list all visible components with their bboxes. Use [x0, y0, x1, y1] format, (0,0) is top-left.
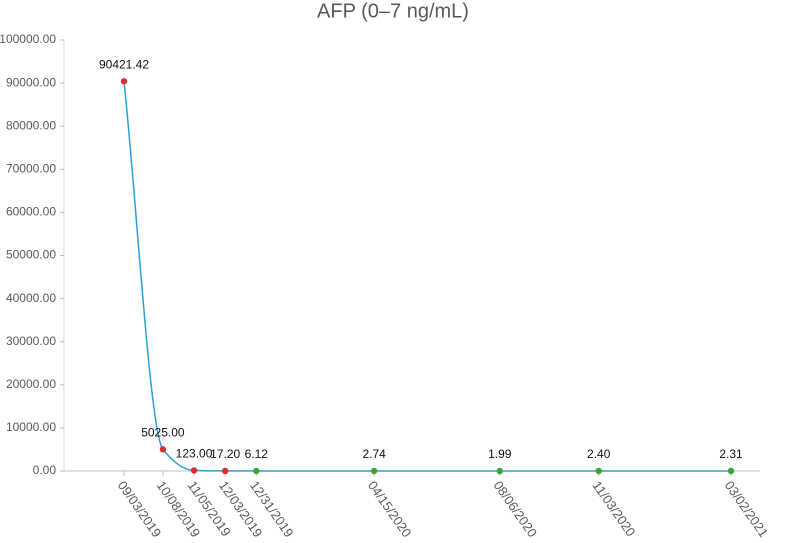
data-label: 1.99 [488, 447, 512, 461]
y-tick-label: 100000.00 [0, 32, 56, 46]
data-point [727, 467, 735, 475]
data-point [221, 467, 229, 475]
data-point [253, 467, 260, 475]
y-tick-label: 0.00 [33, 463, 57, 477]
data-point [595, 467, 602, 475]
data-label: 123.00 [176, 447, 213, 461]
data-point [159, 446, 167, 453]
y-tick-label: 30000.00 [6, 334, 56, 348]
x-tick-label: 08/06/2020 [490, 478, 540, 540]
x-tick-label: 03/02/2021 [722, 478, 772, 540]
data-label: 2.40 [587, 447, 611, 461]
y-tick-label: 60000.00 [6, 205, 56, 219]
x-tick-label: 04/15/2020 [365, 478, 415, 540]
data-point [190, 467, 198, 474]
x-tick-label: 11/03/2020 [589, 478, 638, 539]
data-label: 5025.00 [141, 426, 185, 440]
data-label: 2.74 [362, 447, 386, 461]
data-label: 6.12 [245, 447, 269, 461]
data-label: 17.20 [210, 447, 240, 461]
y-tick-label: 70000.00 [6, 161, 56, 175]
chart-title: AFP (0–7 ng/mL) [317, 0, 469, 22]
data-point [496, 467, 503, 475]
data-label: 2.31 [719, 447, 743, 461]
y-tick-label: 80000.00 [6, 118, 56, 132]
data-line [123, 81, 731, 472]
data-point [370, 467, 378, 475]
y-tick-label: 50000.00 [6, 248, 56, 262]
y-tick-label: 10000.00 [6, 420, 56, 434]
data-point [120, 78, 128, 85]
y-tick-label: 40000.00 [6, 291, 56, 305]
y-tick-label: 90000.00 [6, 75, 56, 89]
y-tick-label: 20000.00 [6, 377, 56, 391]
data-label: 90421.42 [99, 57, 149, 71]
